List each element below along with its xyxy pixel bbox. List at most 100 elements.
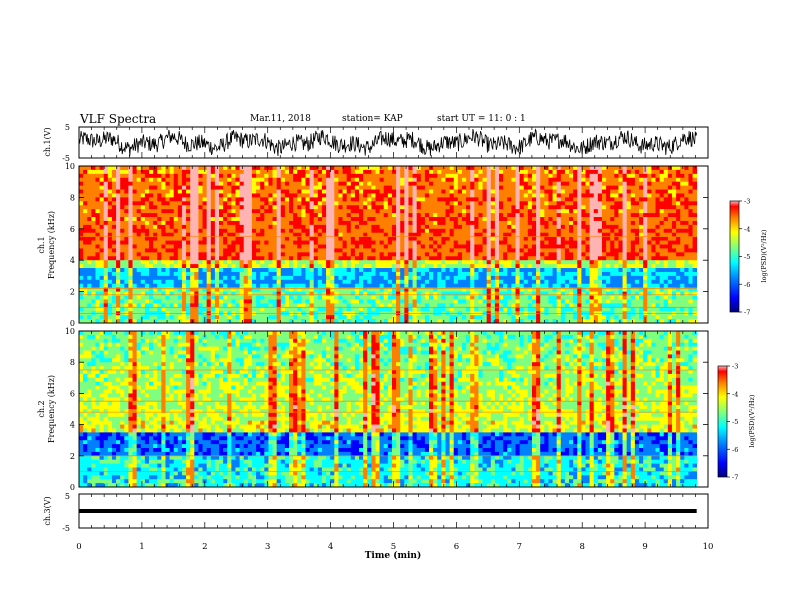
spectrogram-cell (383, 240, 389, 245)
spectrogram-cell (482, 232, 488, 238)
spectrogram-cell (153, 283, 158, 289)
spectrogram-cell (429, 189, 434, 194)
spectrogram-cell (519, 236, 525, 241)
spectrogram-cell (379, 228, 385, 234)
spectrogram-cell (338, 256, 343, 261)
spectrogram-cell (210, 220, 216, 226)
spectrogram-cell (511, 173, 516, 179)
spectrogram-cell (346, 213, 352, 218)
spectrogram-cell (157, 244, 162, 249)
spectrogram-cell (165, 236, 170, 241)
spectrogram-cell (91, 264, 96, 269)
spectrogram-cell (297, 189, 302, 194)
spectrogram-cell (564, 189, 570, 194)
spectrogram-cell (437, 197, 442, 202)
spectrogram-cell (593, 217, 599, 222)
spectrogram-cell (132, 224, 138, 230)
spectrogram-cell (157, 166, 162, 171)
spectrogram-cell (256, 275, 261, 281)
spectrogram-cell (412, 244, 418, 249)
spectrogram-cell (684, 256, 689, 261)
spectrogram-cell (515, 260, 521, 265)
spectrogram-cell (614, 268, 619, 273)
spectrogram-cell (363, 287, 368, 293)
spectrogram-cell (519, 169, 525, 175)
spectrogram-cell (585, 220, 591, 226)
spectrogram-cell (482, 217, 488, 222)
spectrogram-cell (231, 217, 236, 222)
spectrogram-cell (404, 173, 409, 179)
spectrogram-cell (95, 295, 100, 300)
spectrogram-cell (511, 201, 516, 206)
spectrogram-cell (116, 213, 121, 218)
spectrogram-cell (544, 220, 549, 226)
spectrogram-cell (247, 185, 253, 190)
spectrogram-cell (564, 209, 570, 214)
spectrogram-cell (268, 205, 273, 210)
spectrogram-cell (161, 173, 166, 179)
spectrogram-cell (461, 185, 467, 190)
spectrogram-cell (330, 209, 335, 214)
spectrogram-cell (95, 189, 100, 194)
spectrogram-cell (149, 248, 154, 253)
spectrogram-cell (564, 256, 570, 261)
spectrogram-cell (383, 185, 389, 190)
spectrogram-cell (227, 256, 232, 261)
spectrogram-cell (363, 177, 368, 183)
spectrogram-cell (264, 209, 269, 214)
spectrogram-cell (120, 279, 125, 285)
spectrogram-cell (305, 283, 310, 289)
spectrogram-cell (321, 252, 327, 257)
spectrogram-cell (190, 244, 195, 249)
spectrogram-cell (334, 209, 339, 214)
spectrogram-cell (634, 244, 640, 249)
spectrogram-cell (606, 224, 611, 230)
spectrogram-cell (107, 244, 113, 249)
spectrogram-cell (412, 228, 418, 234)
spectrogram-cell (363, 252, 368, 257)
spectrogram-cell (305, 260, 310, 265)
spectrogram-cell (433, 220, 438, 226)
spectrogram-cell (132, 295, 138, 300)
spectrogram-cell (400, 236, 405, 241)
spectrogram-cell (359, 189, 364, 194)
spectrogram-cell (256, 271, 261, 277)
spectrogram-cell (309, 264, 315, 269)
spectrogram-cell (293, 181, 298, 187)
spectrogram-cell (219, 197, 224, 202)
spectrogram-cell (408, 260, 413, 265)
spectrogram-cell (688, 201, 693, 206)
spectrogram-cell (367, 256, 372, 261)
spectrogram-cell (317, 201, 323, 206)
spectrogram-cell (120, 205, 125, 210)
spectrogram-cell (247, 177, 253, 183)
spectrogram-cell (449, 193, 455, 198)
spectrogram-cell (161, 240, 166, 245)
spectrogram-cell (474, 279, 479, 285)
spectrogram-cell (585, 291, 591, 296)
spectrogram-cell (589, 264, 595, 269)
spectrogram-cell (416, 169, 422, 175)
spectrogram-cell (494, 244, 500, 249)
spectrogram-cell (540, 173, 545, 179)
spectrogram-cell (626, 260, 632, 265)
spectrogram-cell (334, 220, 339, 226)
spectrogram-cell (433, 260, 438, 265)
spectrogram-cell (618, 201, 623, 206)
spectrogram-cell (606, 236, 611, 241)
spectrogram-cell (321, 287, 327, 293)
spectrogram-cell (515, 271, 521, 277)
spectrogram-cell (560, 271, 566, 277)
spectrogram-cell (157, 201, 162, 206)
spectrogram-cell (548, 275, 553, 281)
spectrogram-cell (309, 217, 315, 222)
spectrogram-cell (486, 248, 492, 253)
spectrogram-cell (692, 213, 698, 218)
spectrogram-cell (379, 275, 385, 281)
spectrogram-cell (482, 287, 488, 293)
spectrogram-cell (457, 244, 463, 249)
spectrogram-cell (647, 197, 652, 202)
spectrogram-cell (371, 201, 376, 206)
spectrogram-cell (284, 287, 290, 293)
spectrogram-cell (350, 268, 356, 273)
